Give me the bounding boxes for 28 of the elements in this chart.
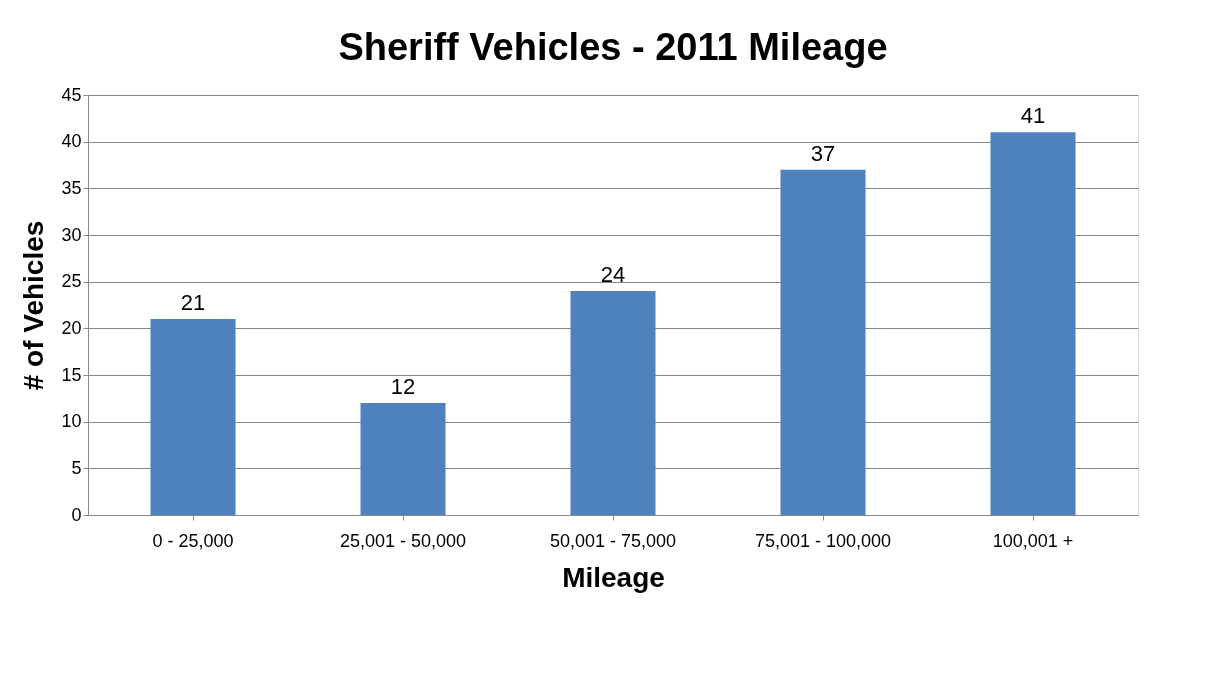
- x-axis-title: Mileage: [562, 561, 665, 593]
- bar: [780, 169, 866, 515]
- data-label: 12: [390, 374, 416, 399]
- y-tick-label: 15: [61, 364, 82, 385]
- x-tick-label: 25,001 - 50,000: [339, 530, 467, 551]
- x-tick-label: 0 - 25,000: [152, 530, 234, 551]
- y-tick-label: 40: [61, 131, 82, 152]
- data-label: 24: [600, 262, 626, 287]
- y-tick-label: 30: [61, 224, 82, 245]
- x-tick-label: 50,001 - 75,000: [549, 530, 677, 551]
- y-tick-label: 35: [61, 177, 82, 198]
- y-tick-label: 10: [61, 411, 82, 432]
- y-tick-label: 45: [61, 84, 82, 105]
- y-tick-label: 20: [61, 317, 82, 338]
- x-tick-label: 75,001 - 100,000: [754, 530, 892, 551]
- bar: [360, 403, 446, 515]
- y-tick-label: 25: [61, 271, 82, 292]
- bar: [990, 132, 1076, 515]
- data-label: 37: [810, 140, 836, 166]
- data-label: 41: [1020, 103, 1046, 129]
- y-tick-label: 5: [71, 457, 82, 478]
- chart-title: Sheriff Vehicles - 2011 Mileage: [338, 26, 888, 68]
- data-label: 21: [180, 290, 206, 315]
- bar: [570, 291, 656, 515]
- y-axis-title: # of Vehicles: [18, 220, 50, 391]
- bar: [150, 319, 236, 515]
- y-tick-label: 0: [71, 504, 82, 525]
- x-tick-label: 100,001 +: [992, 530, 1074, 551]
